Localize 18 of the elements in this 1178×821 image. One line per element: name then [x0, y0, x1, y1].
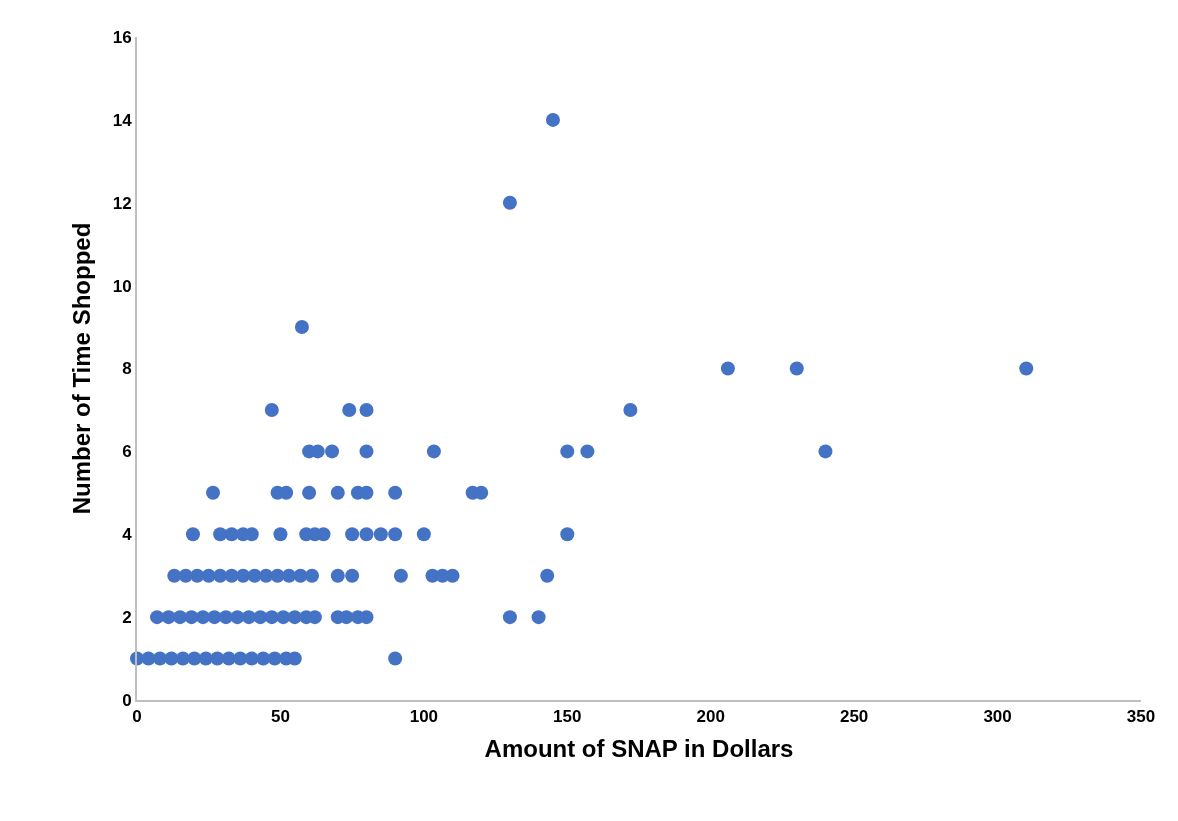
y-tick-label: 4 — [122, 525, 133, 545]
y-axis-title: Number of Time Shopped — [68, 222, 96, 515]
y-tick-label: 16 — [112, 27, 132, 47]
x-tick-label: 50 — [270, 707, 290, 727]
y-tick-label: 12 — [112, 193, 132, 213]
x-tick-label: 300 — [983, 707, 1012, 727]
x-axis-title: Amount of SNAP in Dollars — [484, 735, 794, 763]
x-tick-label: 100 — [409, 707, 439, 727]
y-tick-label: 14 — [112, 110, 133, 130]
y-tick-label: 2 — [122, 608, 132, 628]
x-tick-label: 200 — [696, 707, 725, 727]
y-tick-label: 0 — [122, 690, 132, 710]
x-tick-label: 250 — [839, 707, 869, 727]
y-tick-label: 10 — [112, 276, 132, 296]
y-tick-label: 6 — [122, 442, 132, 462]
x-tick-label: 150 — [553, 707, 582, 727]
x-tick-label: 350 — [1126, 707, 1156, 727]
y-tick-label: 8 — [122, 359, 132, 379]
